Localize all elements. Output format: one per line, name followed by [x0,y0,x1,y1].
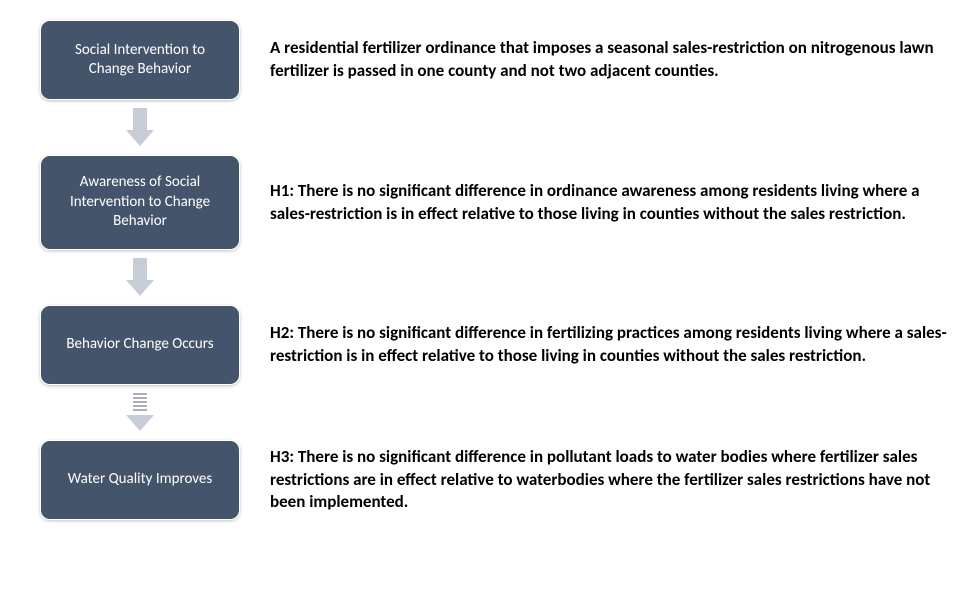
step-box-4: Water Quality Improves [40,440,240,520]
flowchart-container: Social Intervention to Change Behavior A… [40,20,966,520]
down-arrow-striped-icon [126,393,154,433]
step-desc-1: A residential fertilizer ordinance that … [270,37,950,83]
step-row-1: Social Intervention to Change Behavior A… [40,20,966,100]
step-desc-3: H2: There is no significant difference i… [270,322,950,368]
down-arrow-icon [126,108,154,148]
arrow-row-1 [40,100,966,155]
step-box-2: Awareness of Social Intervention to Chan… [40,155,240,250]
arrow-2 [40,250,240,305]
step-row-2: Awareness of Social Intervention to Chan… [40,155,966,250]
step-desc-4: H3: There is no significant difference i… [270,446,950,515]
arrow-1 [40,100,240,155]
down-arrow-icon [126,258,154,298]
step-box-1: Social Intervention to Change Behavior [40,20,240,100]
step-row-3: Behavior Change Occurs H2: There is no s… [40,305,966,385]
arrow-row-2 [40,250,966,305]
arrow-row-3 [40,385,966,440]
step-desc-2: H1: There is no significant difference i… [270,180,950,226]
step-row-4: Water Quality Improves H3: There is no s… [40,440,966,520]
step-box-3: Behavior Change Occurs [40,305,240,385]
arrow-3 [40,385,240,440]
